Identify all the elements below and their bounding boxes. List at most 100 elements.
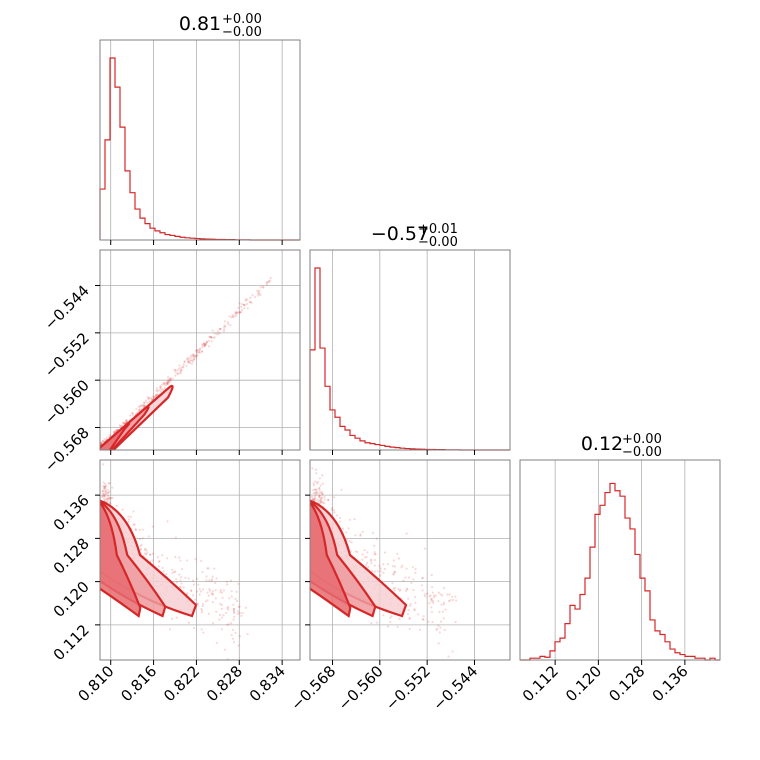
sample-point-0-1-265 (176, 372, 179, 375)
sample-point-0-1-68 (143, 401, 146, 404)
sample-point-0-1-514 (180, 369, 183, 372)
sample-point-1-2-14 (365, 563, 368, 566)
sample-point-0-1-205 (226, 321, 230, 324)
sample-point-1-2-303 (332, 509, 335, 512)
sample-point-0-1-81 (249, 296, 252, 299)
sample-point-0-1-405 (181, 365, 184, 368)
sample-point-0-1-345 (213, 336, 216, 339)
sample-point-0-1-519 (180, 366, 183, 369)
sample-point-0-1-39 (203, 342, 206, 345)
sample-point-0-1-420 (102, 439, 105, 443)
sample-point-1-2-353 (405, 567, 408, 570)
sample-point-0-2-19 (230, 634, 233, 637)
sample-point-0-2-374 (108, 498, 111, 501)
sample-point-0-2-337 (207, 567, 210, 570)
sample-point-0-2-65 (133, 523, 136, 526)
panel-scatter-0-2 (100, 460, 300, 660)
sample-point-0-2-119 (237, 605, 241, 609)
sample-point-0-1-349 (238, 311, 242, 314)
sample-point-0-1-302 (190, 362, 194, 365)
sample-point-1-2-210 (417, 613, 420, 616)
sample-point-0-1-436 (256, 289, 259, 292)
sample-point-0-2-294 (214, 589, 217, 592)
sample-point-1-2-135 (437, 599, 440, 603)
sample-point-0-1-508 (237, 306, 240, 310)
sample-point-0-2-292 (194, 558, 197, 561)
title-param-2-plus: +0.00 (622, 432, 662, 447)
sample-point-0-2-165 (238, 635, 241, 638)
sample-point-1-2-186 (322, 501, 325, 504)
sample-point-0-2-371 (235, 590, 238, 593)
sample-point-0-1-233 (100, 456, 102, 458)
sample-point-0-2-504 (180, 576, 183, 579)
sample-point-0-2-488 (139, 548, 143, 551)
sample-point-0-2-141 (104, 495, 107, 498)
sample-point-0-1-100 (257, 292, 260, 295)
sample-point-0-1-75 (265, 283, 269, 286)
sample-point-1-2-70 (383, 567, 386, 571)
sample-point-0-1-407 (236, 311, 239, 314)
sample-point-0-1-374 (137, 408, 141, 412)
sample-point-0-2-308 (102, 497, 106, 500)
sample-point-1-2-95 (316, 492, 319, 495)
sample-point-0-1-376 (161, 383, 164, 386)
sample-point-0-1-259 (100, 441, 103, 444)
sample-point-1-2-57 (422, 614, 425, 618)
sample-point-0-1-30 (196, 351, 199, 354)
sample-point-1-2-102 (410, 581, 413, 584)
title-param-2-minus: −0.00 (622, 445, 662, 460)
sample-point-0-1-250 (141, 405, 145, 408)
sample-point-1-2-458 (448, 593, 451, 596)
sample-point-0-1-470 (267, 280, 270, 283)
sample-point-0-2-305 (115, 504, 118, 507)
sample-point-1-2-122 (447, 600, 451, 603)
sample-point-1-2-364 (397, 557, 401, 560)
sample-point-0-2-176 (179, 585, 182, 588)
sample-point-0-2-97 (102, 494, 106, 497)
sample-point-0-1-398 (222, 330, 226, 333)
sample-point-0-1-409 (136, 411, 139, 414)
sample-point-0-1-3 (203, 344, 207, 348)
sample-point-0-2-234 (134, 528, 137, 531)
sample-point-0-1-306 (169, 377, 173, 380)
sample-point-0-1-42 (154, 394, 157, 397)
sample-point-1-2-377 (441, 594, 444, 597)
sample-point-1-2-98 (405, 532, 408, 535)
sample-point-1-2-374 (438, 631, 441, 634)
panel-hist-2 (520, 460, 720, 661)
sample-point-1-2-435 (435, 628, 438, 632)
sample-point-0-2-428 (227, 623, 230, 626)
xtick-label-2-1: 0.120 (562, 662, 605, 705)
sample-point-1-2-339 (382, 563, 385, 566)
sample-point-1-2-404 (315, 488, 318, 491)
sample-point-0-2-20 (166, 520, 169, 523)
sample-point-1-2-484 (318, 487, 321, 490)
sample-point-0-1-76 (159, 388, 162, 391)
sample-point-0-2-33 (208, 579, 211, 582)
ytick-label-1-3: −0.544 (41, 282, 93, 334)
sample-point-1-2-149 (399, 588, 402, 591)
sample-point-1-2-354 (347, 527, 350, 530)
sample-point-0-2-137 (196, 602, 199, 605)
sample-point-1-2-81 (431, 599, 435, 603)
sample-point-1-2-347 (386, 625, 389, 628)
sample-point-0-2-412 (204, 600, 208, 603)
sample-point-0-2-12 (221, 596, 224, 599)
sample-point-0-1-101 (163, 386, 166, 390)
sample-point-1-2-101 (421, 577, 424, 580)
sample-point-0-2-331 (171, 568, 174, 571)
sample-point-0-2-265 (191, 579, 195, 582)
sample-point-0-1-283 (154, 395, 157, 399)
sample-point-0-1-298 (226, 322, 230, 325)
sample-point-1-2-261 (361, 530, 364, 533)
sample-point-0-2-396 (206, 599, 209, 602)
sample-point-0-1-216 (243, 304, 246, 307)
sample-point-0-1-304 (139, 404, 142, 407)
sample-point-0-2-80 (187, 621, 191, 624)
sample-point-1-2-60 (396, 625, 399, 628)
sample-point-1-2-242 (430, 586, 434, 589)
sample-point-0-1-396 (195, 354, 198, 358)
sample-point-1-2-443 (314, 480, 317, 483)
sample-point-0-1-419 (246, 307, 249, 310)
sample-point-0-1-290 (147, 397, 150, 400)
